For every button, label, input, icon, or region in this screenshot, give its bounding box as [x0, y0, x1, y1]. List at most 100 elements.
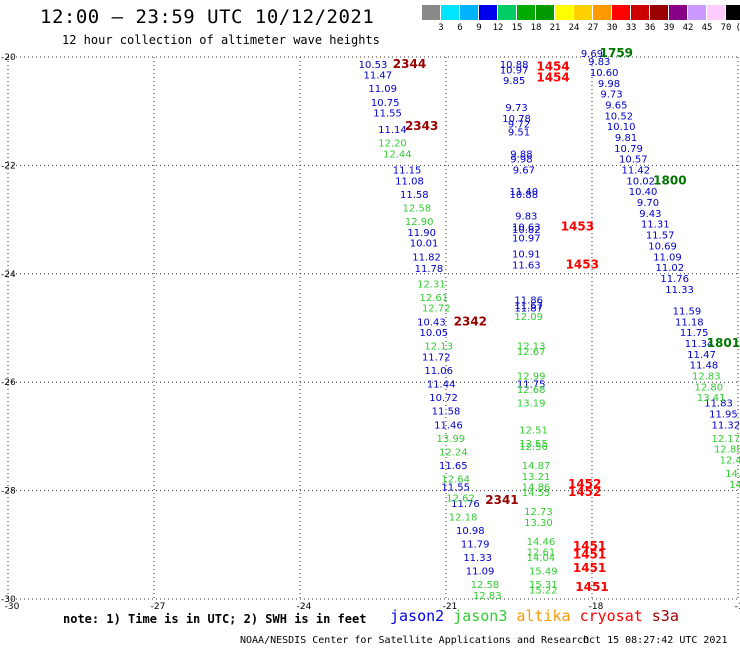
data-label-jason2: 10.43 [417, 317, 446, 328]
data-label-jason2: 10.91 [512, 250, 541, 261]
data-label-jason2: 9.73 [600, 90, 622, 101]
y-tick-label: -24 [1, 270, 16, 280]
data-label-jason2: 10.40 [629, 187, 658, 198]
data-label-pass-number: 1800 [653, 173, 686, 187]
data-label-jason3: 12.44 [383, 149, 412, 160]
x-tick-label: -21 [443, 602, 458, 612]
data-label-jason2: 11.90 [407, 228, 436, 239]
data-label-jason2: 10.05 [420, 328, 449, 339]
data-label-jason2: 10.97 [512, 233, 541, 244]
data-label-jason2: 11.76 [451, 499, 480, 510]
y-tick-label: -26 [1, 378, 16, 388]
data-label-jason3: 13.41 [697, 393, 726, 404]
data-label-jason2: 11.02 [656, 263, 685, 274]
data-label-jason3: 12.13 [517, 342, 546, 353]
data-label-jason2: 9.43 [639, 209, 661, 220]
data-label-s3a: 2342 [454, 314, 487, 328]
colorbar-label: 3 [438, 23, 444, 33]
data-label-jason2: 10.72 [429, 393, 458, 404]
data-label-jason2: 10.53 [359, 60, 388, 71]
data-label-jason2: 10.88 [510, 190, 539, 201]
legend-jason2: jason2 [390, 607, 445, 625]
data-label-jason3: 12.61 [420, 293, 449, 304]
colorbar-swatch [479, 5, 498, 20]
data-label-jason3: 12.64 [441, 474, 470, 485]
colorbar-swatch [517, 5, 536, 20]
data-label-cryosat: 1452 [568, 485, 601, 499]
data-label-cryosat: 1451 [573, 561, 606, 575]
data-label-jason2: 11.47 [687, 350, 716, 361]
data-label-jason3: 12.90 [405, 217, 434, 228]
data-label-s3a: 2344 [393, 57, 426, 71]
colorbar-label: 12 [492, 23, 504, 33]
data-label-jason2: 11.67 [514, 301, 543, 312]
data-label-jason2: 9.51 [508, 128, 530, 139]
data-label-jason3: 12.58 [402, 203, 431, 214]
data-label-jason2: 11.65 [439, 461, 468, 472]
data-label-jason2: 10.82 [512, 225, 541, 236]
data-label-jason2: 10.78 [502, 114, 531, 125]
colorbar-swatch [422, 5, 441, 20]
data-label-jason2: 11.87 [514, 304, 543, 315]
data-label-jason2: 11.33 [463, 553, 492, 564]
data-label-jason3: 12.17 [712, 434, 740, 445]
data-label-jason2: 11.58 [432, 407, 461, 418]
data-label-jason3: 14 [729, 480, 740, 491]
data-label-jason3: 12.67 [517, 347, 546, 358]
data-label-jason2: 9.81 [615, 133, 637, 144]
data-label-jason3: 14.55 [522, 488, 551, 499]
colorbar-label: 6 [457, 23, 463, 33]
colorbar-label: 24 [568, 23, 580, 33]
data-label-jason2: 10.57 [619, 155, 648, 166]
colorbar-label: 33 [625, 23, 637, 33]
data-label-jason2: 9.83 [588, 57, 610, 68]
colorbar-swatch [555, 5, 574, 20]
data-label-jason2: 11.82 [412, 252, 441, 263]
data-label-jason2: 11.55 [441, 483, 470, 494]
data-label-jason2: 10.02 [626, 176, 655, 187]
data-label-jason2: 11.75 [517, 380, 546, 391]
colorbar-swatch [707, 5, 726, 20]
data-label-cryosat: 1454 [536, 70, 569, 84]
data-label-jason2: 11.86 [514, 296, 543, 307]
data-label-jason2: 11.79 [461, 540, 490, 551]
data-label-jason2: 9.70 [637, 198, 659, 209]
data-label-jason2: 11.78 [415, 264, 444, 275]
data-label-jason2: 11.55 [373, 109, 402, 120]
data-label-jason2: 10.52 [604, 111, 633, 122]
colorbar-label: 21 [549, 23, 561, 33]
data-label-jason2: 11.40 [510, 187, 539, 198]
data-label-jason3: 12.51 [519, 426, 548, 437]
colorbar-label: 15 [511, 23, 523, 33]
data-label-cryosat: 1451 [573, 547, 606, 561]
data-label-jason2: 11.83 [704, 399, 733, 410]
data-label-jason3: 15.49 [529, 567, 558, 578]
data-label-jason3: 12.68 [517, 385, 546, 396]
data-label-jason2: 10.60 [590, 68, 619, 79]
data-label-s3a: 2341 [485, 493, 518, 507]
data-label-jason2: 10.79 [614, 144, 643, 155]
data-label-jason3: 14. [725, 469, 740, 480]
colorbar-swatch [536, 5, 555, 20]
data-label-jason3: 15.31 [529, 580, 558, 591]
data-label-jason2: 9.72 [508, 119, 530, 130]
data-label-jason2: 9.98 [598, 79, 620, 90]
data-label-jason2: 11.75 [680, 328, 709, 339]
colorbar-label: 70 [720, 23, 732, 33]
data-label-jason2: 9.98 [510, 155, 532, 166]
colorbar-swatch [441, 5, 460, 20]
data-label-jason2: 11.09 [653, 252, 682, 263]
data-label-jason2: 11.06 [424, 366, 453, 377]
colorbar-swatch [688, 5, 707, 20]
data-label-cryosat: 1451 [573, 539, 606, 553]
chart-subtitle: 12 hour collection of altimeter wave hei… [62, 33, 380, 47]
data-label-jason3: 12.99 [517, 371, 546, 382]
data-label-cryosat: 1453 [561, 219, 594, 233]
data-label-jason3: 12.88 [714, 445, 740, 456]
data-label-jason3: 14.04 [527, 553, 556, 564]
data-label-jason2: 10.01 [410, 239, 439, 250]
data-label-jason3: 12.61 [527, 548, 556, 559]
data-label-jason3: 12.83 [473, 591, 502, 602]
colorbar-label: 42 [682, 23, 694, 33]
data-label-jason3: 12.73 [524, 507, 553, 518]
